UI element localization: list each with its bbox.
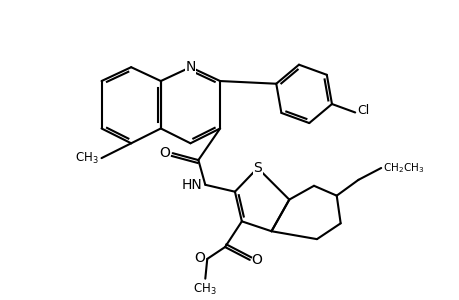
Text: O: O — [194, 251, 205, 265]
Text: Cl: Cl — [356, 104, 369, 117]
Text: N: N — [185, 60, 195, 74]
Text: CH$_2$CH$_3$: CH$_2$CH$_3$ — [382, 161, 424, 175]
Text: CH$_3$: CH$_3$ — [75, 151, 98, 166]
Text: O: O — [251, 253, 262, 267]
Text: CH$_3$: CH$_3$ — [193, 282, 217, 297]
Text: HN: HN — [181, 178, 202, 192]
Text: S: S — [253, 161, 262, 175]
Text: O: O — [158, 146, 169, 160]
